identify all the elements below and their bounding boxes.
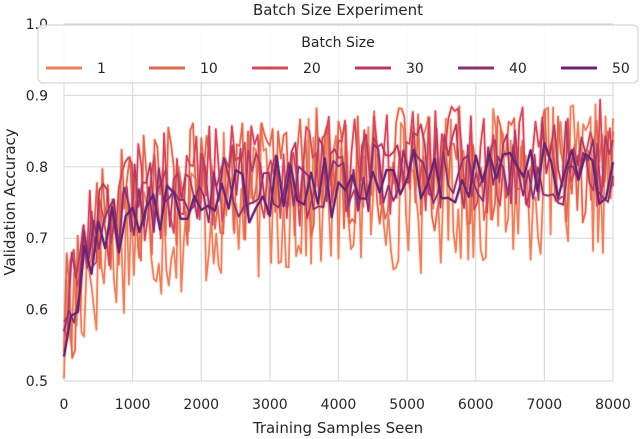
legend-frame — [37, 24, 639, 84]
x-tick-label: 7000 — [527, 397, 563, 413]
y-tick-label: 0.8 — [26, 160, 48, 176]
x-tick-label: 4000 — [321, 397, 357, 413]
series-line-20 — [63, 98, 614, 339]
y-tick-label: 0.5 — [26, 374, 48, 390]
x-tick-label: 8000 — [595, 397, 631, 413]
legend-label-40: 40 — [509, 61, 527, 77]
series-line-10 — [63, 105, 614, 359]
legend: Batch Size 1 10 20 30 40 50 — [37, 24, 639, 84]
legend-label-30: 30 — [406, 61, 424, 77]
x-tick-label: 0 — [60, 397, 69, 413]
legend-label-50: 50 — [612, 61, 630, 77]
chart-title: Batch Size Experiment — [253, 1, 423, 19]
legend-title: Batch Size — [301, 35, 374, 51]
legend-label-1: 1 — [97, 61, 106, 77]
y-tick-labels: 0.50.60.70.80.91.0 — [26, 17, 48, 390]
series-lines — [62, 98, 615, 379]
series-line-50 — [62, 141, 615, 357]
y-tick-label: 0.6 — [26, 303, 48, 319]
x-tick-label: 3000 — [252, 397, 288, 413]
legend-label-10: 10 — [200, 61, 218, 77]
legend-label-20: 20 — [303, 61, 321, 77]
x-tick-label: 6000 — [458, 397, 494, 413]
x-tick-labels: 0 1000 2000 3000 4000 5000 6000 7000 8000 — [60, 397, 631, 413]
x-tick-label: 1000 — [115, 397, 151, 413]
x-tick-label: 2000 — [183, 397, 219, 413]
x-tick-label: 5000 — [389, 397, 425, 413]
x-axis-title: Training Samples Seen — [252, 419, 423, 437]
y-axis-title: Validation Accuracy — [1, 128, 19, 275]
y-tick-label: 0.7 — [26, 231, 48, 247]
legend-items: 1 10 20 30 40 50 — [46, 61, 630, 77]
y-tick-label: 0.9 — [26, 88, 48, 104]
